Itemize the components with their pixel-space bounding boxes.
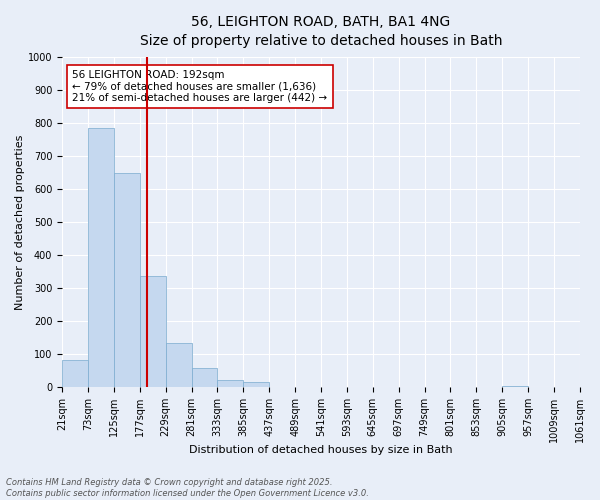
Bar [244, 382, 269, 387]
X-axis label: Distribution of detached houses by size in Bath: Distribution of detached houses by size … [189, 445, 453, 455]
Y-axis label: Number of detached properties: Number of detached properties [15, 134, 25, 310]
Bar [88, 128, 114, 387]
Title: 56, LEIGHTON ROAD, BATH, BA1 4NG
Size of property relative to detached houses in: 56, LEIGHTON ROAD, BATH, BA1 4NG Size of… [140, 15, 502, 48]
Bar [140, 276, 166, 387]
Bar [114, 173, 140, 387]
Text: 56 LEIGHTON ROAD: 192sqm
← 79% of detached houses are smaller (1,636)
21% of sem: 56 LEIGHTON ROAD: 192sqm ← 79% of detach… [73, 70, 328, 103]
Bar [502, 386, 528, 387]
Bar [166, 342, 191, 387]
Bar [62, 360, 88, 387]
Text: Contains HM Land Registry data © Crown copyright and database right 2025.
Contai: Contains HM Land Registry data © Crown c… [6, 478, 369, 498]
Bar [217, 380, 244, 387]
Bar [191, 368, 217, 387]
